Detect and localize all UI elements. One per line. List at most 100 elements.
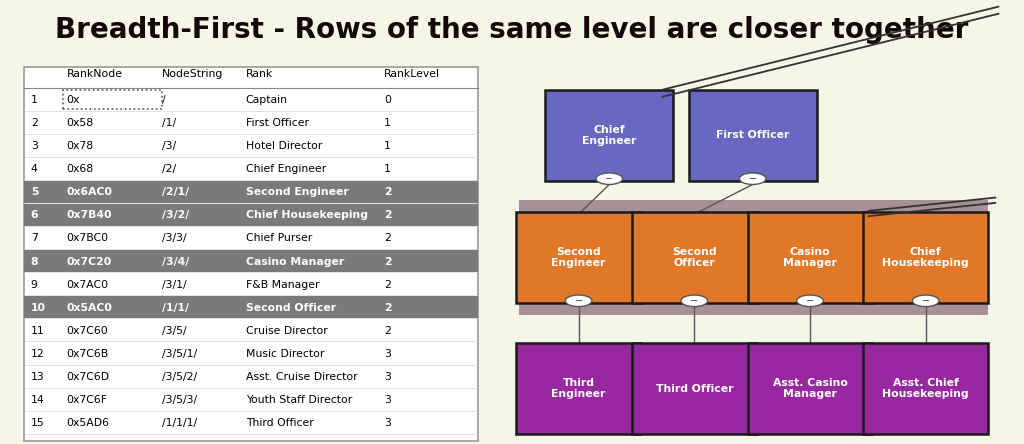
Text: Chief
Housekeeping: Chief Housekeeping: [883, 247, 969, 268]
Text: Second
Engineer: Second Engineer: [551, 247, 606, 268]
Text: 2: 2: [384, 280, 391, 289]
Text: 1: 1: [384, 164, 391, 174]
Text: −: −: [605, 174, 613, 184]
Text: 0x7C6F: 0x7C6F: [67, 395, 108, 405]
Text: 14: 14: [31, 395, 44, 405]
Text: 2: 2: [384, 303, 391, 313]
FancyBboxPatch shape: [863, 212, 988, 303]
Text: Casino Manager: Casino Manager: [246, 257, 344, 266]
Text: Hotel Director: Hotel Director: [246, 141, 323, 151]
Text: 4: 4: [31, 164, 38, 174]
Text: Music Director: Music Director: [246, 349, 325, 359]
Text: /: /: [162, 95, 166, 105]
FancyBboxPatch shape: [632, 212, 757, 303]
Text: /3/1/: /3/1/: [162, 280, 186, 289]
Text: −: −: [749, 174, 757, 184]
Text: 0x7BC0: 0x7BC0: [67, 234, 109, 243]
FancyBboxPatch shape: [688, 90, 817, 181]
Text: 2: 2: [384, 326, 391, 336]
Text: 0x7AC0: 0x7AC0: [67, 280, 109, 289]
FancyBboxPatch shape: [863, 343, 988, 434]
Text: 3: 3: [384, 349, 391, 359]
Text: 0x7C6D: 0x7C6D: [67, 372, 110, 382]
Text: First Officer: First Officer: [716, 131, 790, 140]
Text: 9: 9: [31, 280, 38, 289]
Text: Chief
Engineer: Chief Engineer: [582, 125, 637, 146]
Text: /3/5/1/: /3/5/1/: [162, 349, 197, 359]
Text: Third Officer: Third Officer: [655, 384, 733, 393]
Text: −: −: [806, 296, 814, 306]
Text: Rank: Rank: [246, 69, 273, 79]
Text: 0x7B40: 0x7B40: [67, 210, 112, 220]
Text: 0x5AC0: 0x5AC0: [67, 303, 113, 313]
Text: Breadth-First - Rows of the same level are closer together: Breadth-First - Rows of the same level a…: [55, 16, 969, 44]
Text: 0x7C6B: 0x7C6B: [67, 349, 109, 359]
Text: /3/4/: /3/4/: [162, 257, 189, 266]
Text: RankNode: RankNode: [67, 69, 123, 79]
Text: /3/2/: /3/2/: [162, 210, 189, 220]
Text: 0x: 0x: [67, 95, 80, 105]
Text: 0x78: 0x78: [67, 141, 93, 151]
Text: Asst. Casino
Manager: Asst. Casino Manager: [772, 378, 848, 399]
Text: Chief Engineer: Chief Engineer: [246, 164, 326, 174]
FancyBboxPatch shape: [632, 343, 757, 434]
Text: 3: 3: [31, 141, 38, 151]
Text: 2: 2: [384, 257, 391, 266]
Text: First Officer: First Officer: [246, 118, 309, 128]
Text: 2: 2: [384, 234, 391, 243]
Text: /3/5/: /3/5/: [162, 326, 186, 336]
Text: Asst. Chief
Housekeeping: Asst. Chief Housekeeping: [883, 378, 969, 399]
Text: 5: 5: [31, 187, 38, 197]
Text: RankLevel: RankLevel: [384, 69, 440, 79]
Text: Chief Purser: Chief Purser: [246, 234, 312, 243]
Text: 0x7C60: 0x7C60: [67, 326, 109, 336]
Text: 0: 0: [384, 95, 391, 105]
Circle shape: [797, 295, 823, 306]
Text: /2/1/: /2/1/: [162, 187, 188, 197]
Text: 11: 11: [31, 326, 44, 336]
Text: Captain: Captain: [246, 95, 288, 105]
Circle shape: [681, 295, 708, 306]
Text: 3: 3: [384, 395, 391, 405]
FancyBboxPatch shape: [516, 212, 641, 303]
FancyBboxPatch shape: [24, 67, 478, 441]
Text: 0x5AD6: 0x5AD6: [67, 418, 110, 428]
Text: −: −: [922, 296, 930, 306]
Circle shape: [739, 173, 766, 185]
Text: 0x6AC0: 0x6AC0: [67, 187, 113, 197]
Text: /2/: /2/: [162, 164, 176, 174]
Text: Asst. Cruise Director: Asst. Cruise Director: [246, 372, 357, 382]
Text: −: −: [574, 296, 583, 306]
Text: 0x68: 0x68: [67, 164, 93, 174]
Text: Casino
Manager: Casino Manager: [783, 247, 837, 268]
Text: 2: 2: [384, 187, 391, 197]
Text: Chief Housekeeping: Chief Housekeeping: [246, 210, 368, 220]
FancyBboxPatch shape: [516, 343, 641, 434]
FancyBboxPatch shape: [748, 343, 872, 434]
Text: Cruise Director: Cruise Director: [246, 326, 328, 336]
Text: /1/1/: /1/1/: [162, 303, 188, 313]
Text: 0x58: 0x58: [67, 118, 93, 128]
Text: Third Officer: Third Officer: [246, 418, 313, 428]
Text: F&B Manager: F&B Manager: [246, 280, 319, 289]
Text: 13: 13: [31, 372, 44, 382]
Text: 15: 15: [31, 418, 44, 428]
Circle shape: [912, 295, 939, 306]
Text: /1/: /1/: [162, 118, 176, 128]
Circle shape: [596, 173, 623, 185]
Text: /3/3/: /3/3/: [162, 234, 186, 243]
Text: 2: 2: [384, 210, 391, 220]
Text: /3/5/3/: /3/5/3/: [162, 395, 197, 405]
Text: Second
Officer: Second Officer: [672, 247, 717, 268]
Text: 1: 1: [31, 95, 38, 105]
Text: 10: 10: [31, 303, 46, 313]
FancyBboxPatch shape: [545, 90, 674, 181]
Text: 8: 8: [31, 257, 38, 266]
Text: /1/1/1/: /1/1/1/: [162, 418, 197, 428]
Text: /3/: /3/: [162, 141, 176, 151]
FancyBboxPatch shape: [748, 212, 872, 303]
Text: /3/5/2/: /3/5/2/: [162, 372, 197, 382]
Text: Youth Staff Director: Youth Staff Director: [246, 395, 352, 405]
Text: −: −: [690, 296, 698, 306]
Text: Second Officer: Second Officer: [246, 303, 336, 313]
